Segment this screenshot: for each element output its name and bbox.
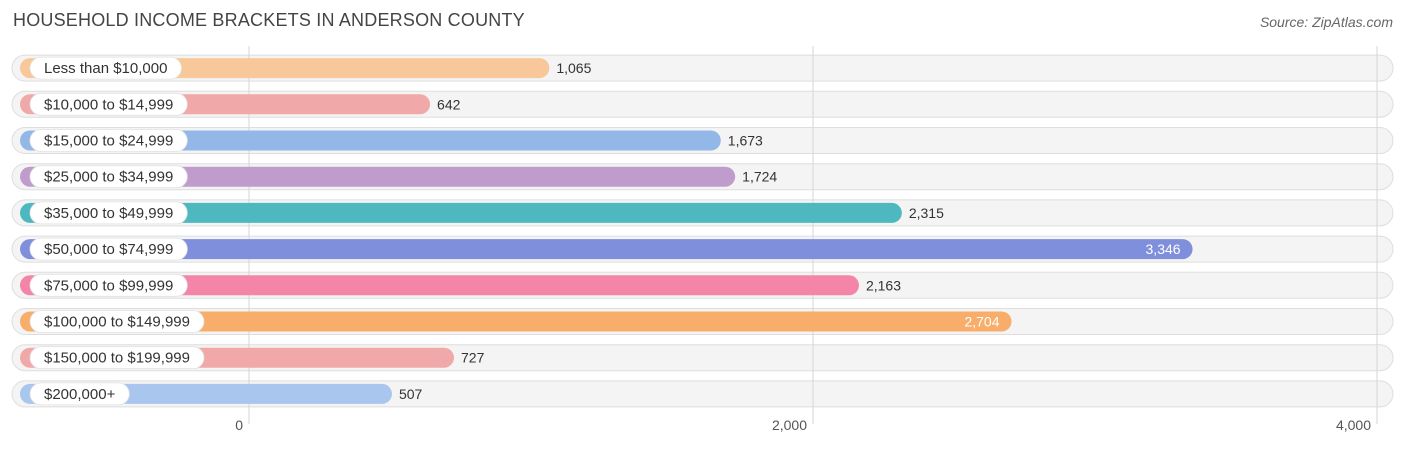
- value-label: 727: [461, 350, 485, 366]
- category-label: $75,000 to $99,999: [44, 277, 173, 294]
- bar: [20, 311, 1012, 332]
- bar: [20, 166, 736, 187]
- category-pill: [29, 129, 188, 152]
- category-pill: [29, 237, 188, 261]
- value-label: 2,163: [866, 277, 901, 293]
- value-label: 642: [437, 96, 461, 112]
- category-pill: [29, 165, 188, 189]
- category-label: $15,000 to $24,999: [44, 133, 173, 150]
- x-tick-label: 4,000: [1336, 417, 1371, 433]
- category-pill: [29, 201, 188, 225]
- source-credit: Source: ZipAtlas.com: [1259, 14, 1393, 30]
- category-pill: [29, 382, 130, 406]
- value-label: 2,315: [909, 205, 944, 221]
- value-label: 2,704: [964, 314, 999, 330]
- x-tick-label: 2,000: [772, 417, 807, 433]
- category-label: $10,000 to $14,999: [44, 96, 173, 113]
- category-pill: [29, 310, 205, 333]
- category-label: $150,000 to $199,999: [44, 350, 190, 367]
- category-label: Less than $10,000: [44, 60, 167, 77]
- value-label: 3,346: [1146, 241, 1181, 257]
- bar: [20, 202, 902, 223]
- category-label: $200,000+: [44, 386, 116, 403]
- x-tick-label: 0: [235, 417, 243, 433]
- category-pill: [29, 92, 188, 116]
- category-pill: [29, 346, 205, 370]
- category-pill: [29, 273, 188, 297]
- bar: [20, 239, 1193, 260]
- bar: [20, 275, 859, 296]
- value-label: 1,065: [556, 60, 591, 76]
- value-label: 507: [399, 386, 423, 402]
- category-label: $100,000 to $149,999: [44, 314, 190, 331]
- chart-title: HOUSEHOLD INCOME BRACKETS IN ANDERSON CO…: [13, 10, 525, 30]
- value-label: 1,724: [742, 169, 777, 185]
- category-label: $25,000 to $34,999: [44, 169, 173, 186]
- category-label: $50,000 to $74,999: [44, 241, 173, 258]
- category-pill: [29, 56, 182, 80]
- category-label: $35,000 to $49,999: [44, 205, 173, 222]
- bar: [20, 130, 721, 151]
- value-label: 1,673: [728, 133, 763, 149]
